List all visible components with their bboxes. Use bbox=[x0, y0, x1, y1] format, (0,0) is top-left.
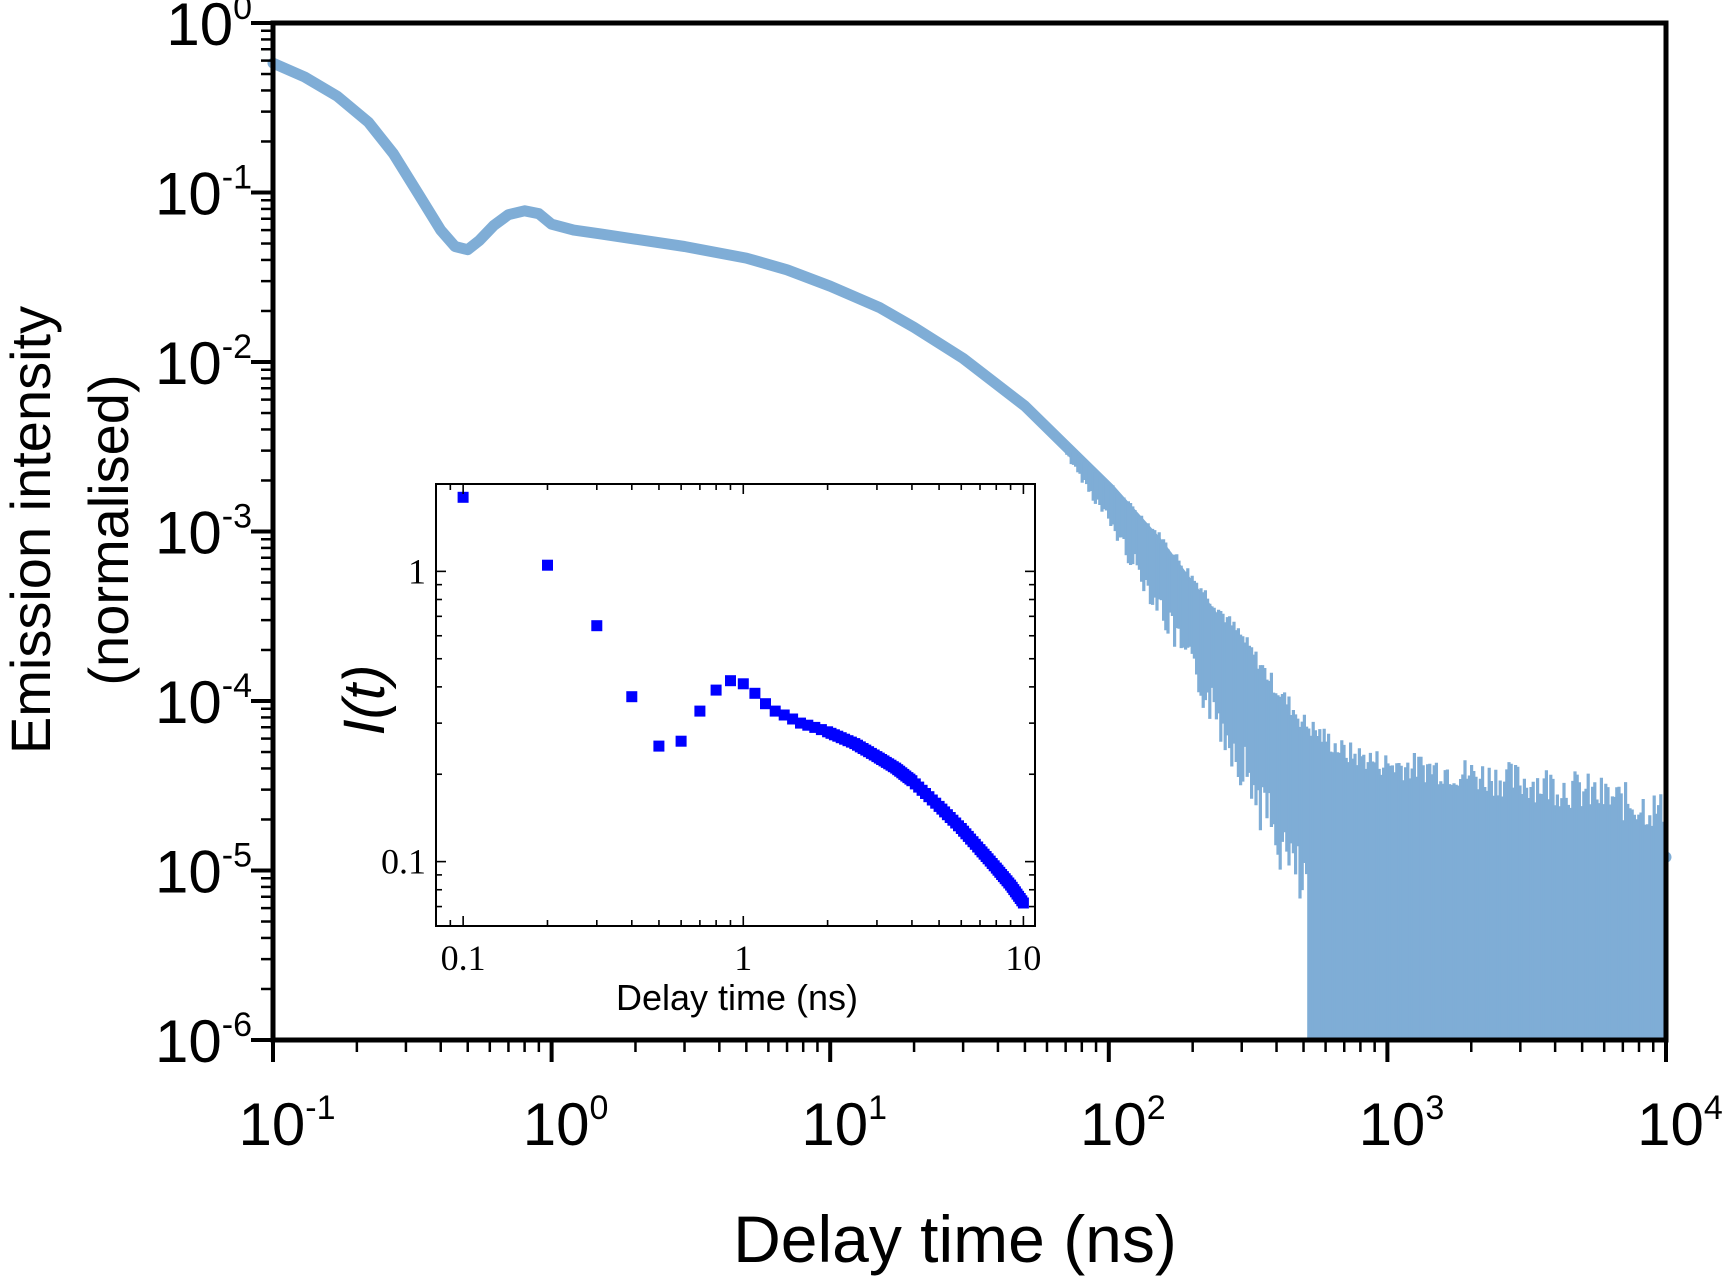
main-x-tick-label: 10-1 bbox=[239, 1089, 336, 1158]
main-y-axis-label-line1: Emission intensity bbox=[0, 306, 62, 754]
inset-data-point bbox=[725, 675, 736, 687]
inset-data-point-dense bbox=[930, 797, 942, 809]
main-y-tick-base: 10 bbox=[166, 0, 233, 58]
inset-data-point bbox=[769, 705, 781, 717]
inset-data-point bbox=[737, 678, 749, 690]
main-x-axis-label: Delay time (ns) bbox=[733, 1202, 1177, 1276]
main-y-tick-exponent: -4 bbox=[222, 667, 252, 705]
inset-data-point bbox=[591, 620, 603, 632]
inset-chart-series-group bbox=[457, 491, 1029, 909]
inset-y-tick-label: 0.1 bbox=[381, 842, 426, 882]
main-y-tick-exponent: 0 bbox=[233, 0, 252, 27]
inset-y-tick-label: 1 bbox=[408, 551, 426, 591]
main-y-tick-exponent: -1 bbox=[222, 159, 252, 197]
main-x-tick-exponent: -1 bbox=[305, 1089, 335, 1127]
inset-data-point bbox=[653, 740, 665, 752]
main-x-tick-base: 10 bbox=[1359, 1091, 1426, 1158]
main-y-tick-label: 10-3 bbox=[155, 498, 252, 567]
main-x-tick-exponent: 1 bbox=[868, 1089, 887, 1127]
inset-data-point bbox=[749, 687, 761, 699]
main-x-tick-label: 104 bbox=[1637, 1089, 1723, 1158]
main-x-tick-base: 10 bbox=[1080, 1091, 1147, 1158]
main-chart-series-group bbox=[267, 57, 1672, 1040]
main-y-tick-exponent: -6 bbox=[222, 1006, 252, 1044]
inset-data-point bbox=[778, 709, 790, 721]
inset-data-point bbox=[815, 724, 827, 736]
main-y-tick-exponent: -2 bbox=[222, 328, 252, 366]
inset-data-point bbox=[710, 684, 722, 696]
main-x-tick-base: 10 bbox=[1637, 1091, 1704, 1158]
inset-data-point bbox=[457, 491, 469, 503]
inset-data-point bbox=[626, 691, 638, 703]
main-y-tick-base: 10 bbox=[155, 330, 222, 397]
main-y-tick-label: 100 bbox=[166, 0, 252, 58]
main-x-tick-exponent: 0 bbox=[590, 1089, 609, 1127]
inset-data-point bbox=[795, 717, 806, 729]
inset-background bbox=[436, 484, 1035, 926]
inset-data-point-dense bbox=[1016, 895, 1028, 907]
inset-data-point bbox=[809, 721, 821, 733]
inset-plot-frame bbox=[435, 483, 1036, 927]
main-x-tick-exponent: 4 bbox=[1704, 1089, 1723, 1127]
main-x-tick-base: 10 bbox=[523, 1091, 590, 1158]
main-x-tick-label: 103 bbox=[1359, 1089, 1445, 1158]
inset-data-point bbox=[787, 713, 799, 725]
main-x-tick-base: 10 bbox=[239, 1091, 306, 1158]
main-x-tick-base: 10 bbox=[801, 1091, 868, 1158]
inset-tick-marks bbox=[435, 483, 1035, 927]
inset-x-axis-label: Delay time (ns) bbox=[616, 977, 858, 1018]
main-x-tick-exponent: 3 bbox=[1425, 1089, 1444, 1127]
main-tick-marks bbox=[251, 21, 1668, 1062]
main-y-tick-exponent: -5 bbox=[222, 837, 252, 875]
inset-y-axis-label: I(t) bbox=[332, 665, 397, 736]
inset-y-label-paren: (t) bbox=[332, 665, 397, 720]
main-x-tick-label: 100 bbox=[523, 1089, 609, 1158]
main-y-tick-exponent: -3 bbox=[222, 498, 252, 536]
inset-data-point bbox=[694, 705, 706, 717]
inset-y-tick-labels: 0.11 bbox=[381, 551, 426, 881]
main-y-tick-base: 10 bbox=[155, 839, 222, 906]
main-y-axis-label-line2: (normalised) bbox=[77, 374, 140, 685]
main-x-tick-labels: 10-1 100 101 102 103 104 bbox=[239, 1089, 1723, 1158]
inset-x-tick-label: 1 bbox=[734, 938, 752, 978]
inset-data-point-dense bbox=[845, 736, 857, 748]
inset-data-point bbox=[760, 698, 771, 710]
main-y-tick-base: 10 bbox=[155, 161, 222, 228]
main-y-tick-label: 10-2 bbox=[155, 328, 252, 397]
main-x-tick-exponent: 2 bbox=[1147, 1089, 1166, 1127]
inset-x-tick-label: 0.1 bbox=[441, 938, 486, 978]
main-y-tick-label: 10-5 bbox=[155, 837, 252, 906]
main-y-tick-label: 10-1 bbox=[155, 159, 252, 228]
main-y-tick-label: 10-4 bbox=[155, 667, 252, 736]
main-y-tick-label: 10-6 bbox=[155, 1006, 252, 1075]
inset-data-point bbox=[802, 719, 814, 731]
main-x-tick-label: 101 bbox=[801, 1089, 887, 1158]
inset-data-point bbox=[675, 735, 687, 747]
main-y-tick-base: 10 bbox=[155, 1008, 222, 1075]
main-y-tick-base: 10 bbox=[155, 669, 222, 736]
inset-data-point bbox=[542, 559, 553, 571]
main-y-tick-base: 10 bbox=[155, 500, 222, 567]
main-x-tick-label: 102 bbox=[1080, 1089, 1166, 1158]
inset-x-tick-label: 10 bbox=[1005, 938, 1041, 978]
inset-x-tick-labels: 0.1 1 10 bbox=[441, 938, 1042, 978]
svg-text:I(t): I(t) bbox=[332, 665, 397, 736]
inset-y-label-main: I bbox=[332, 719, 397, 735]
